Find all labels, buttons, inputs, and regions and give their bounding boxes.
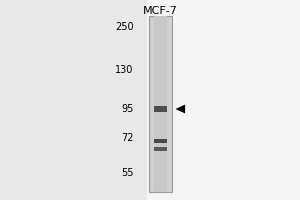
Bar [154,139,167,143]
Bar [149,16,172,192]
Text: 130: 130 [115,65,134,75]
Text: 95: 95 [121,104,134,114]
Bar [154,147,167,151]
Polygon shape [176,105,185,113]
Text: 72: 72 [121,133,134,143]
Text: MCF-7: MCF-7 [143,6,178,16]
Bar [0,0,147,200]
Text: 55: 55 [121,168,134,178]
Bar [154,106,167,112]
Text: 250: 250 [115,22,134,32]
Bar [154,16,167,192]
